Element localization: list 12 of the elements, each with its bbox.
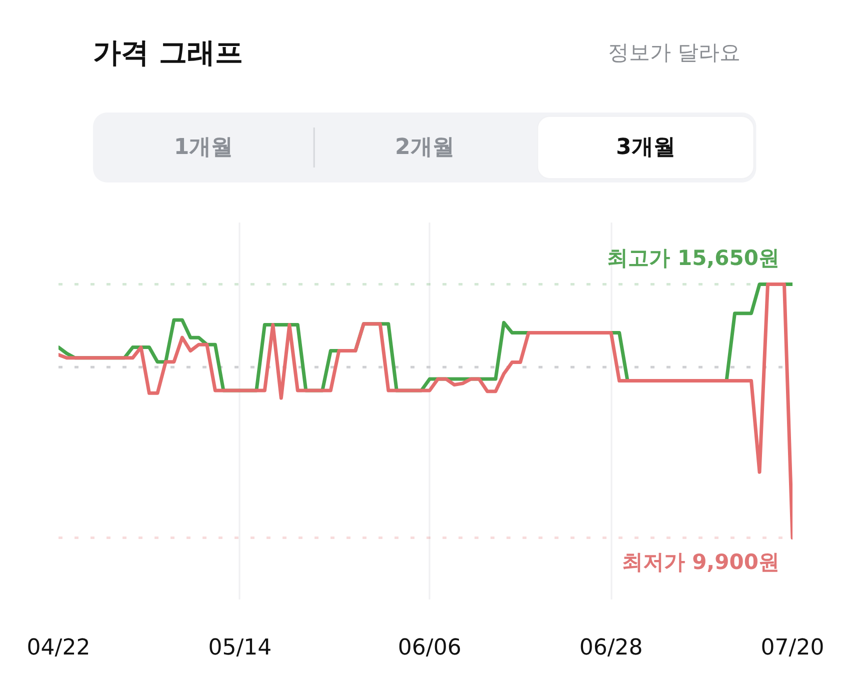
- text: 정보가 달라요: [608, 40, 741, 64]
- ref-line-label: 최고가 15,650원: [607, 246, 780, 270]
- x-tick-label: 06/06: [398, 636, 462, 660]
- text: 2개월: [394, 135, 454, 160]
- x-tick-label: 04/22: [26, 636, 90, 660]
- x-tick-label: 06/28: [579, 636, 643, 660]
- chart-title: 가격 그래프: [93, 36, 243, 69]
- ref-line-label: 최저가 9,900원: [622, 550, 780, 574]
- x-tick-label: 07/20: [760, 636, 824, 660]
- x-tick-label: 05/14: [208, 636, 272, 660]
- text: 3개월: [616, 135, 676, 160]
- text: 1개월: [174, 135, 234, 160]
